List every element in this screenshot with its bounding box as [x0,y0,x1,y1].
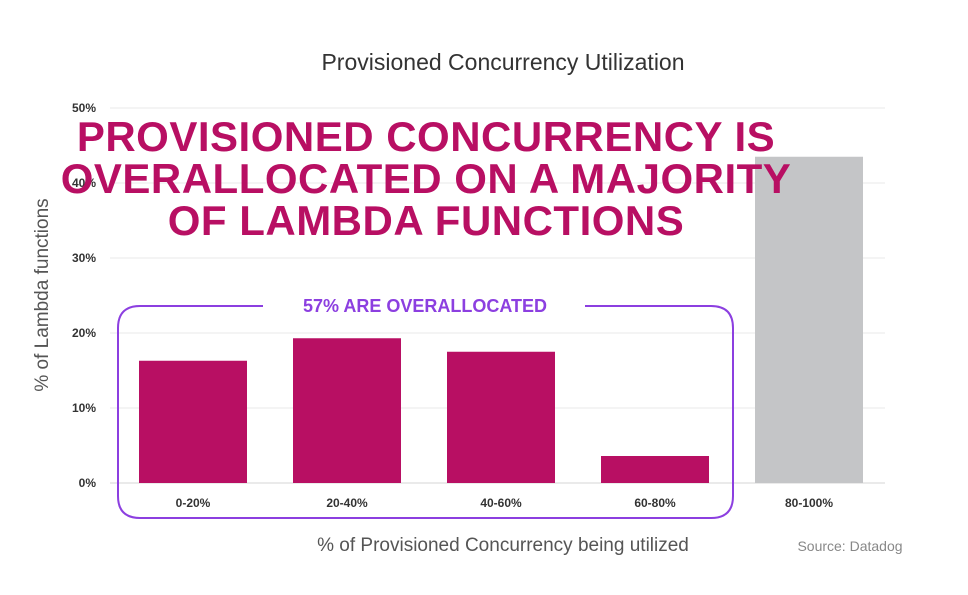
bar-20-40pct [293,338,401,483]
source-note: Source: Datadog [797,538,902,554]
y-tick-label: 20% [72,326,96,340]
y-axis: 0% 10% 20% 30% 40% 50% [72,101,96,490]
y-tick-label: 40% [72,176,96,190]
x-axis-title: % of Provisioned Concurrency being utili… [317,535,689,556]
y-axis-title: % of Lambda functions [32,198,53,391]
headline-line-2: OVERALLOCATED ON A MAJORITY [61,155,792,202]
bars [139,156,863,483]
x-tick-label: 40-60% [480,496,522,510]
y-tick-label: 50% [72,101,96,115]
bar-0-20pct [139,360,247,483]
chart-title: Provisioned Concurrency Utilization [321,49,684,75]
y-tick-label: 0% [79,476,97,490]
x-tick-label: 20-40% [326,496,368,510]
bracket-label: 57% ARE OVERALLOCATED [303,296,547,316]
headline-line-3: OF LAMBDA FUNCTIONS [168,197,685,244]
bracket-outline [117,305,734,519]
bar-40-60pct [447,351,555,483]
x-tick-label: 0-20% [176,496,211,510]
bar-60-80pct [601,456,709,483]
overallocated-bracket: 57% ARE OVERALLOCATED [117,296,734,519]
headline: PROVISIONED CONCURRENCY IS OVERALLOCATED… [61,113,792,244]
headline-line-1: PROVISIONED CONCURRENCY IS [77,113,775,160]
y-tick-label: 30% [72,251,96,265]
x-axis: 0-20% 20-40% 40-60% 60-80% 80-100% [176,496,834,510]
y-tick-label: 10% [72,401,96,415]
bar-80-100pct [755,156,863,483]
x-tick-label: 80-100% [785,496,833,510]
x-tick-label: 60-80% [634,496,676,510]
